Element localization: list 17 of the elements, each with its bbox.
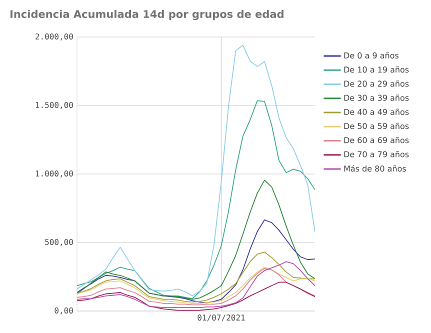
legend-label: De 60 a 69 años [344, 136, 409, 144]
y-tick-label: 1.000,00 [36, 170, 73, 178]
legend-label: De 10 a 19 años [344, 66, 409, 73]
legend-label: De 20 a 29 años [344, 80, 409, 87]
y-tick-label: 2.000,00 [36, 33, 73, 41]
x-tick-label: 01/07/2021 [198, 314, 245, 322]
legend-label: Más de 80 años [344, 165, 406, 172]
legend-label: De 0 a 9 años [344, 52, 399, 58]
y-tick-label: 1.500,00 [36, 102, 73, 110]
y-tick-label: 0,00 [54, 307, 73, 315]
legend-label: De 70 a 79 años [344, 150, 409, 158]
legend-label: De 40 a 49 años [344, 108, 409, 115]
y-tick-label: 500,00 [45, 238, 73, 246]
chart-title: Incidencia Acumulada 14d por grupos de edad [10, 10, 284, 20]
legend-label: De 30 a 39 años [344, 94, 409, 101]
legend-label: De 50 a 59 años [344, 122, 409, 130]
line-series [77, 180, 315, 300]
